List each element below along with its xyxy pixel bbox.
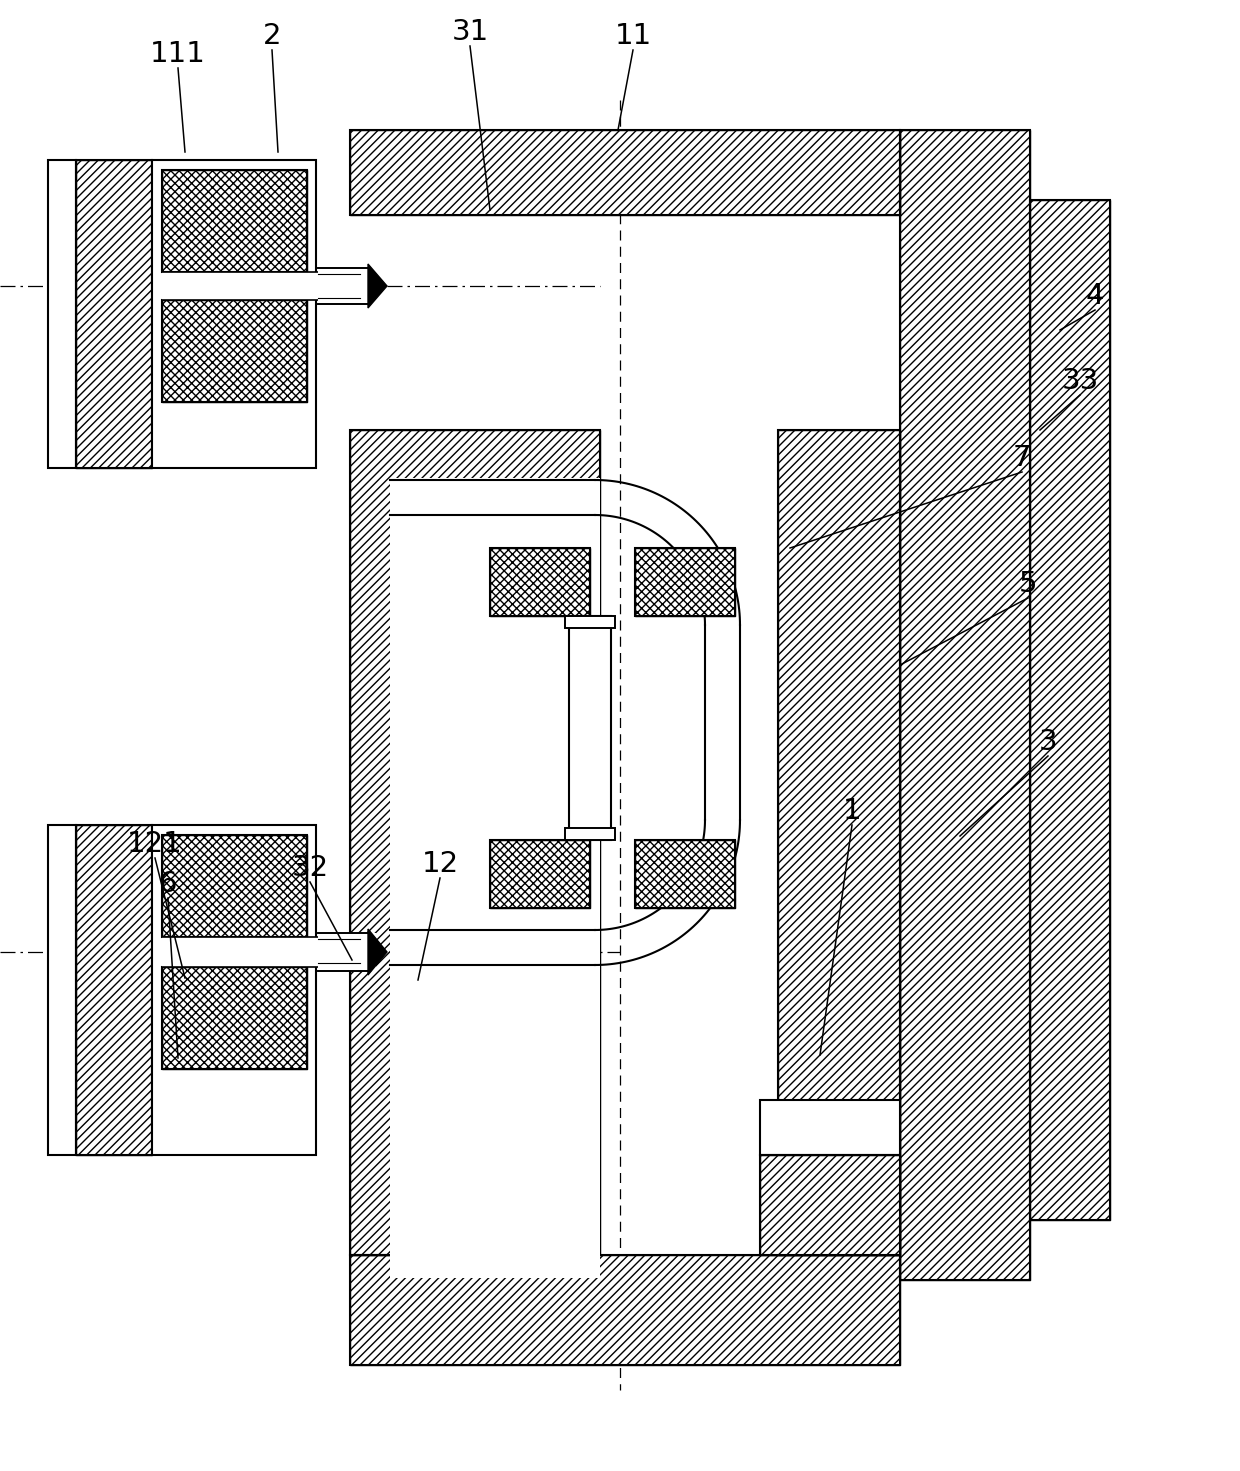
Bar <box>350 129 900 215</box>
Bar <box>777 430 900 1255</box>
Bar <box>635 549 735 616</box>
Bar <box>162 171 308 272</box>
Text: 5: 5 <box>1019 569 1037 599</box>
Bar <box>760 1155 900 1255</box>
Bar <box>350 430 600 1255</box>
Bar <box>391 478 600 1278</box>
Bar <box>1030 200 1110 1219</box>
Bar <box>162 300 308 402</box>
Bar <box>1030 200 1110 1219</box>
Bar <box>635 840 735 908</box>
Bar <box>317 268 376 304</box>
Bar <box>162 966 308 1069</box>
Text: 7: 7 <box>1013 444 1032 472</box>
Text: 33: 33 <box>1061 366 1099 396</box>
Bar <box>900 129 1030 1280</box>
Polygon shape <box>368 263 387 307</box>
Bar <box>760 1155 900 1255</box>
Polygon shape <box>368 930 387 975</box>
Text: 11: 11 <box>614 22 652 50</box>
Bar <box>153 825 316 1155</box>
Bar <box>350 430 600 1255</box>
Bar <box>490 549 590 616</box>
Bar <box>76 825 153 1155</box>
Bar <box>900 129 1030 1280</box>
Bar <box>48 160 76 468</box>
Text: 6: 6 <box>159 869 177 897</box>
Bar <box>162 272 317 300</box>
Bar <box>162 836 308 937</box>
Bar <box>162 937 317 966</box>
Bar <box>777 430 900 1255</box>
Bar <box>760 1100 900 1155</box>
Bar <box>162 171 308 272</box>
Text: 31: 31 <box>451 18 489 46</box>
Bar <box>317 933 376 971</box>
Text: 2: 2 <box>263 22 281 50</box>
Bar <box>350 1255 900 1365</box>
Bar <box>153 160 316 468</box>
Bar <box>162 836 308 937</box>
Text: 1: 1 <box>843 797 862 825</box>
Text: 121: 121 <box>128 830 182 858</box>
Text: 3: 3 <box>1039 728 1058 756</box>
Bar <box>635 549 735 616</box>
Bar <box>48 825 76 1155</box>
Bar <box>490 840 590 908</box>
Bar <box>162 300 308 402</box>
Bar <box>350 1255 900 1365</box>
Text: 111: 111 <box>150 40 206 68</box>
Bar <box>569 616 611 840</box>
Text: 12: 12 <box>422 850 459 878</box>
Text: 32: 32 <box>291 855 329 883</box>
Bar <box>350 129 900 215</box>
Text: 4: 4 <box>1086 282 1105 310</box>
Bar <box>76 825 153 1155</box>
Bar <box>76 160 153 468</box>
Bar <box>635 840 735 908</box>
Bar <box>490 549 590 616</box>
Bar <box>76 160 153 468</box>
Bar <box>565 828 615 840</box>
Bar <box>490 840 590 908</box>
Bar <box>162 966 308 1069</box>
Bar <box>565 616 615 628</box>
